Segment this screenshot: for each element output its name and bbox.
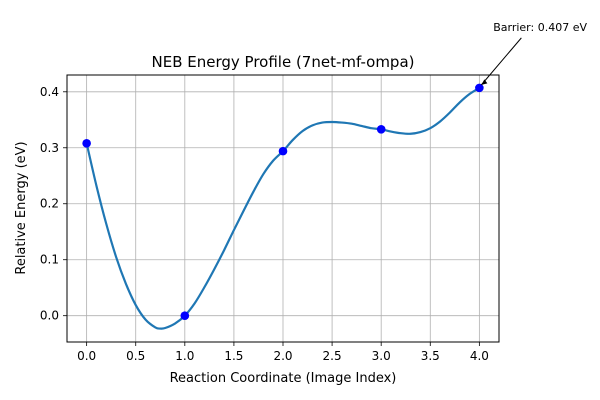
x-tick-label: 1.0 <box>175 349 194 363</box>
x-axis-label: Reaction Coordinate (Image Index) <box>170 371 397 386</box>
y-tick-label: 0.1 <box>40 253 59 267</box>
x-tick-label: 3.5 <box>421 349 440 363</box>
y-axis-label: Relative Energy (eV) <box>14 141 29 274</box>
x-tick-label: 1.5 <box>224 349 243 363</box>
y-tick-label: 0.0 <box>40 309 59 323</box>
barrier-label: Barrier: 0.407 eV <box>493 21 587 34</box>
annotation-arrow <box>480 37 522 86</box>
chart-title: NEB Energy Profile (7net-mf-ompa) <box>152 53 415 71</box>
y-tick-label: 0.2 <box>40 197 59 211</box>
x-tick-label: 2.0 <box>273 349 292 363</box>
image-point <box>475 83 484 93</box>
image-point <box>82 138 91 148</box>
image-point <box>180 311 190 320</box>
energy-curve <box>85 86 480 330</box>
grid <box>67 75 499 342</box>
x-tick-label: 4.0 <box>470 349 489 363</box>
image-markers <box>82 83 484 320</box>
y-tick-label: 0.3 <box>40 141 59 155</box>
image-point <box>376 124 386 134</box>
annotation-arrowhead <box>481 79 488 85</box>
x-tick-label: 0.5 <box>126 349 145 363</box>
energy-curve-layer <box>85 86 480 330</box>
y-tick-label: 0.4 <box>40 85 59 99</box>
axis-ticks: 0.0 0.5 1.0 1.5 2.0 2.5 3.0 3.5 4.0 0.0 0.1 0.2 0.3 0… <box>40 85 489 363</box>
x-tick-label: 3.0 <box>372 349 391 363</box>
x-tick-label: 2.5 <box>323 349 342 363</box>
image-point <box>278 146 288 156</box>
barrier-annotation: Barrier: 0.407 eV <box>480 21 587 86</box>
x-tick-label: 0.0 <box>77 349 96 363</box>
